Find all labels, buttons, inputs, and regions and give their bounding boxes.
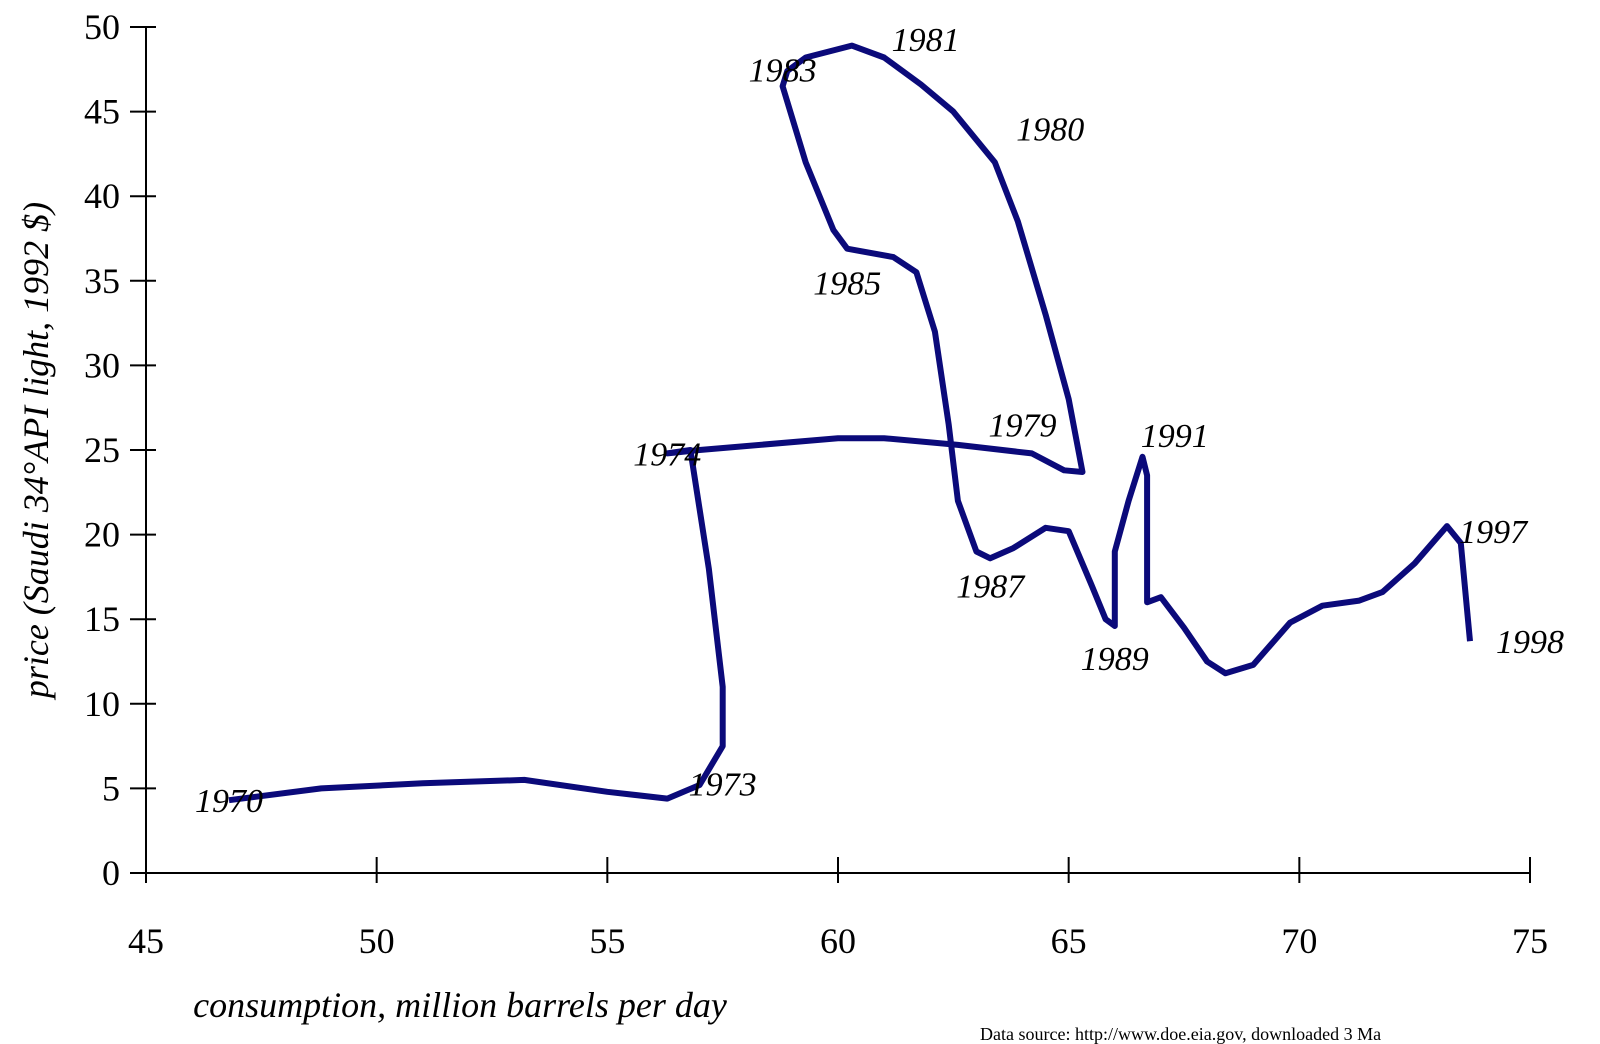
y-tick-label: 15 xyxy=(84,599,120,639)
year-label: 1991 xyxy=(1141,418,1209,455)
y-axis-ticks: 0 5 10 15 20 25 30 35 40 45 50 xyxy=(84,7,156,893)
year-label: 1981 xyxy=(892,22,960,59)
year-label: 1987 xyxy=(956,568,1026,605)
y-tick-label: 45 xyxy=(84,92,120,132)
y-tick-label: 10 xyxy=(84,684,120,724)
year-label: 1997 xyxy=(1459,514,1529,551)
y-tick-label: 30 xyxy=(84,345,120,385)
year-annotations: 1970 1973 1974 1979 1980 1981 1983 1985 1987 1989… xyxy=(195,22,1564,820)
axes xyxy=(145,27,1530,874)
x-tick-label: 45 xyxy=(128,921,164,961)
y-tick-label: 50 xyxy=(84,7,120,47)
y-tick-label: 25 xyxy=(84,430,120,470)
x-tick-label: 55 xyxy=(589,921,625,961)
series-layer xyxy=(228,42,1473,804)
x-axis-ticks: 45 50 55 60 65 70 75 xyxy=(128,857,1548,961)
year-label: 1973 xyxy=(689,766,757,803)
x-tick-label: 60 xyxy=(820,921,856,961)
x-tick-label: 75 xyxy=(1512,921,1548,961)
x-tick-label: 50 xyxy=(359,921,395,961)
x-axis-title: consumption, million barrels per day xyxy=(193,985,727,1025)
year-label: 1980 xyxy=(1016,112,1084,149)
x-tick-label: 65 xyxy=(1051,921,1087,961)
y-tick-label: 35 xyxy=(84,261,120,301)
year-label: 1983 xyxy=(749,52,817,89)
year-label: 1974 xyxy=(633,436,701,473)
year-label: 1998 xyxy=(1496,624,1564,661)
year-label: 1970 xyxy=(195,783,263,820)
series-line xyxy=(228,42,1473,804)
source-note: Data source: http://www.doe.eia.gov, dow… xyxy=(980,1024,1381,1044)
y-tick-label: 0 xyxy=(102,853,120,893)
y-tick-label: 20 xyxy=(84,515,120,555)
y-axis-title: price (Saudi 34°API light, 1992 $) xyxy=(16,202,56,701)
year-label: 1989 xyxy=(1081,641,1149,678)
year-label: 1985 xyxy=(813,265,881,302)
x-tick-label: 70 xyxy=(1281,921,1317,961)
y-tick-label: 5 xyxy=(102,768,120,808)
year-label: 1979 xyxy=(989,408,1057,445)
y-tick-label: 40 xyxy=(84,176,120,216)
